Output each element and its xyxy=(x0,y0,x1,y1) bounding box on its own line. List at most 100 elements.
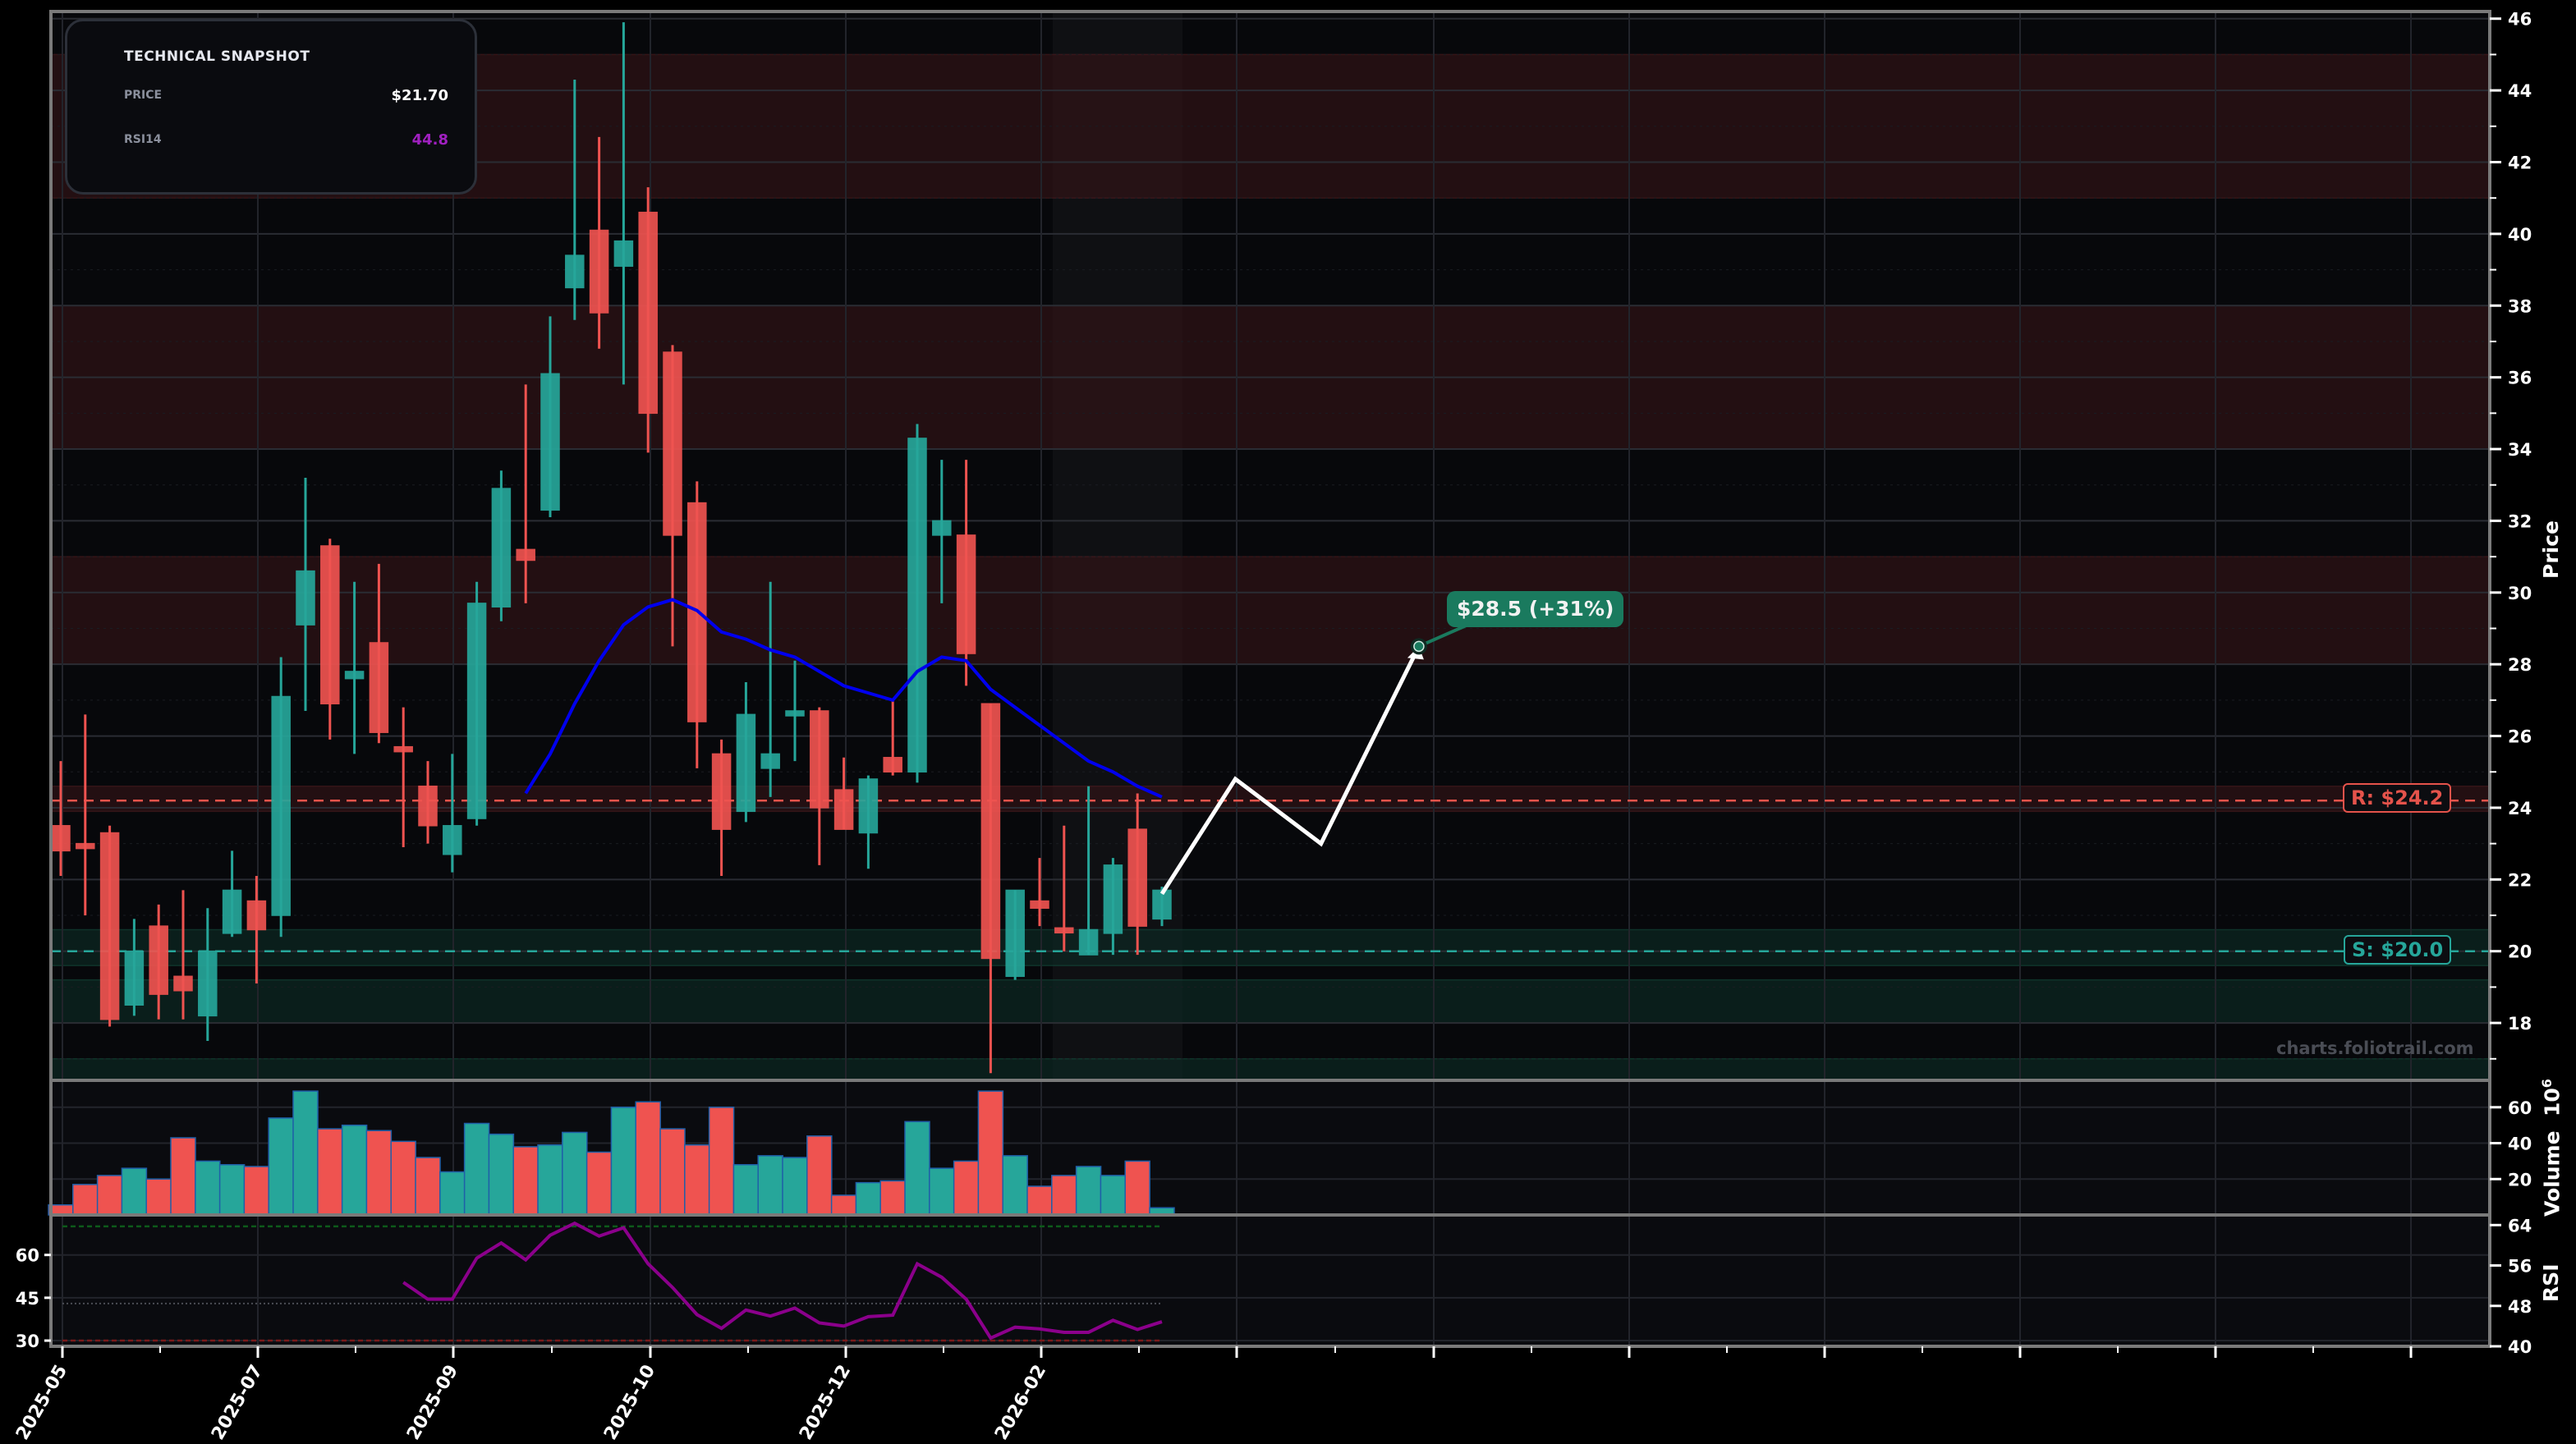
candle-body xyxy=(173,975,193,992)
candle-body xyxy=(1054,927,1074,934)
price-value: $21.70 xyxy=(391,87,448,104)
volume-bar xyxy=(830,1194,857,1216)
candle xyxy=(443,754,462,873)
price-tick-label: 20 xyxy=(2508,942,2532,962)
price-tick-label: 38 xyxy=(2508,296,2532,316)
candle xyxy=(1103,858,1123,956)
snapshot-title: TECHNICAL SNAPSHOT xyxy=(124,48,310,65)
price-tick-label: 36 xyxy=(2508,369,2532,388)
volume-axis-exponent-sup: 6 xyxy=(2539,1079,2555,1089)
price-tick-label: 34 xyxy=(2508,440,2532,460)
rsi-right-tick-label: 56 xyxy=(2508,1257,2532,1277)
candle-body xyxy=(565,254,585,289)
candle xyxy=(76,714,95,916)
volume-bar xyxy=(218,1164,246,1216)
volume-bar xyxy=(1026,1185,1053,1216)
volume-tick-label: 40 xyxy=(2508,1135,2532,1154)
candle-body xyxy=(589,229,609,314)
rsi-right-tick-label: 48 xyxy=(2508,1297,2532,1317)
x-tick-label: 2025-09 xyxy=(403,1362,462,1444)
price-axis-title: Price xyxy=(2539,520,2563,579)
candle xyxy=(589,136,609,349)
volume-bar xyxy=(243,1166,270,1216)
candle-body xyxy=(466,603,487,819)
candle xyxy=(418,761,438,844)
support-zone xyxy=(50,928,2491,966)
candle xyxy=(932,460,952,603)
candle xyxy=(1030,858,1049,927)
price-tick-label: 28 xyxy=(2508,655,2532,675)
candle xyxy=(540,316,560,518)
volume-bar xyxy=(365,1130,393,1216)
volume-bar xyxy=(439,1171,466,1216)
candle xyxy=(124,919,145,1016)
price-tick-label: 32 xyxy=(2508,511,2532,531)
target-connector xyxy=(1418,622,1471,649)
watermark: charts.foliotrail.com xyxy=(2276,1038,2474,1058)
volume-bar xyxy=(1051,1175,1077,1216)
candle-body xyxy=(51,825,71,852)
candle-body xyxy=(736,713,756,813)
candle-body xyxy=(344,671,365,680)
candle-body xyxy=(980,703,1001,960)
volume-bar xyxy=(292,1090,319,1216)
candle xyxy=(810,707,829,865)
candle xyxy=(785,660,805,762)
rsi-right-tick-label: 64 xyxy=(2508,1216,2532,1235)
candle-body xyxy=(149,925,168,995)
volume-bar xyxy=(72,1184,99,1216)
candle xyxy=(858,775,879,869)
price-tick-label: 46 xyxy=(2508,10,2532,30)
volume-bar xyxy=(782,1157,808,1216)
candle xyxy=(344,581,365,754)
price-tick-label: 22 xyxy=(2508,870,2532,890)
candle-body xyxy=(883,757,902,773)
volume-bar xyxy=(684,1144,710,1216)
support-zone xyxy=(50,979,2491,1024)
volume-bar xyxy=(170,1137,196,1216)
candle-body xyxy=(663,351,682,536)
candle xyxy=(883,699,902,776)
volume-bar xyxy=(1100,1175,1127,1216)
candle-body xyxy=(443,825,462,855)
candle-body xyxy=(711,753,732,830)
volume-bar xyxy=(268,1117,294,1216)
volume-bar xyxy=(953,1160,980,1216)
candle xyxy=(833,757,854,830)
volume-tick-label: 60 xyxy=(2508,1098,2532,1118)
candle-body xyxy=(540,373,560,511)
candle xyxy=(956,460,976,686)
candle xyxy=(1127,793,1147,956)
rsi-left-tick-label: 30 xyxy=(16,1332,39,1351)
candle xyxy=(907,424,927,783)
price-tick-label: 18 xyxy=(2508,1014,2532,1034)
volume-bar xyxy=(757,1155,783,1216)
volume-bar xyxy=(96,1175,123,1216)
volume-bar xyxy=(855,1181,882,1216)
candle xyxy=(711,739,732,876)
candle xyxy=(222,850,242,937)
candle-body xyxy=(1127,828,1147,927)
candle-body xyxy=(907,438,927,773)
x-tick-label: 2025-05 xyxy=(12,1362,71,1444)
price-tick-label: 26 xyxy=(2508,727,2532,747)
volume-bar xyxy=(195,1160,221,1216)
x-tick-label: 2025-12 xyxy=(796,1362,855,1444)
sma-line xyxy=(524,598,1163,799)
volume-axis-label: Volume xyxy=(2540,1130,2565,1217)
candles xyxy=(51,22,1172,1074)
volume-bar xyxy=(929,1167,955,1216)
candle xyxy=(320,539,340,740)
volume-bar xyxy=(488,1133,515,1216)
candle xyxy=(296,477,315,711)
volume-bar xyxy=(145,1178,172,1216)
target-dot xyxy=(1413,640,1425,653)
candle xyxy=(149,904,168,1020)
volume-axis-exponent: 10 xyxy=(2540,1088,2565,1117)
volume-bar xyxy=(732,1164,760,1216)
technical-snapshot-panel: TECHNICAL SNAPSHOT PRICE $21.70 RSI14 44… xyxy=(65,19,477,195)
volume-bar xyxy=(121,1167,148,1216)
volume-bar xyxy=(537,1144,563,1216)
candle xyxy=(1005,889,1025,980)
